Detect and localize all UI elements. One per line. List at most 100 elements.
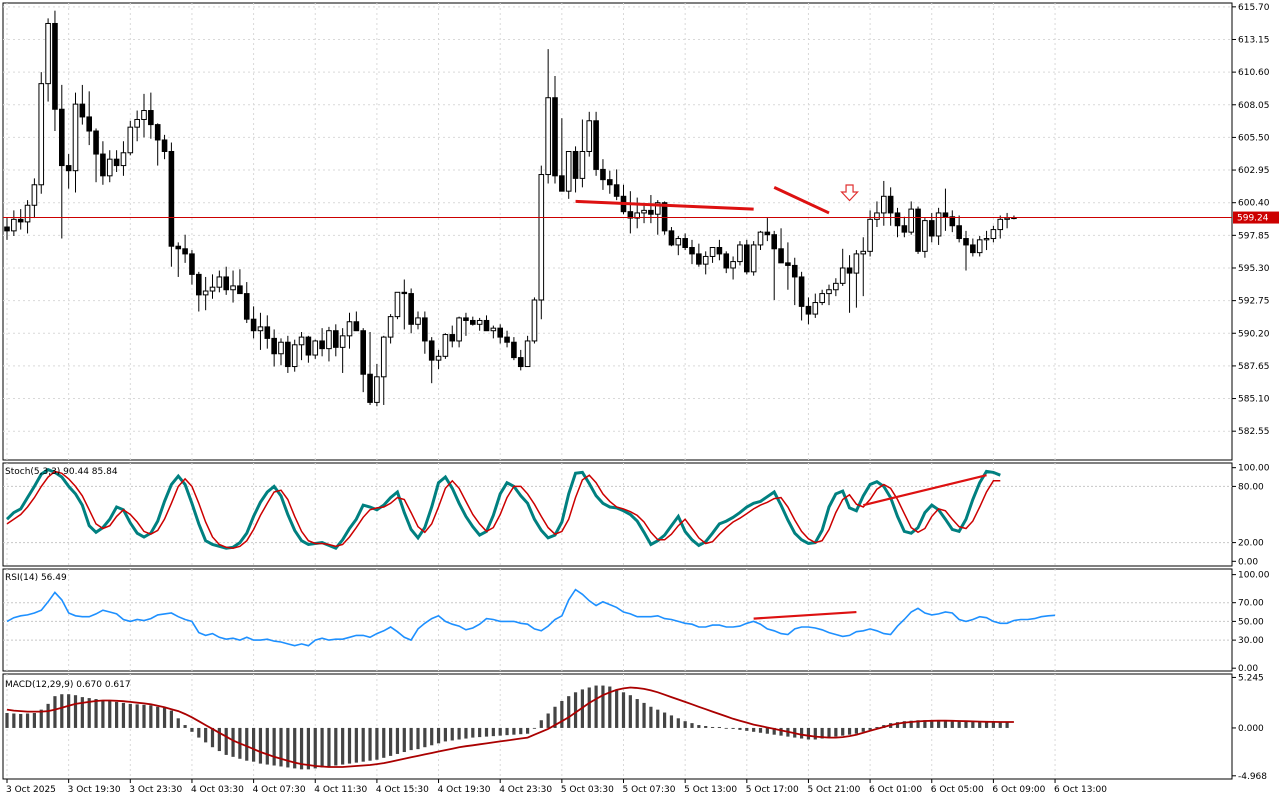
macd-histogram-bar [820, 727, 824, 739]
macd-histogram-bar [690, 723, 694, 728]
candle [572, 150, 579, 179]
macd-histogram-bar [368, 727, 372, 761]
macd-histogram-bar [642, 702, 646, 728]
candle [791, 264, 798, 278]
candle [17, 218, 24, 223]
candle [613, 184, 620, 197]
stochastic-tick-label: 20.00 [1238, 539, 1264, 549]
candle [524, 340, 531, 368]
candle [59, 108, 65, 167]
time-tick-label: 6 Oct 05:00 [931, 785, 984, 795]
rsi-tick-label: 0.00 [1238, 664, 1258, 674]
stochastic-trendline[interactable] [862, 474, 987, 507]
candle [538, 174, 545, 301]
candle [805, 305, 812, 315]
macd-histogram-bar [937, 720, 941, 728]
time-tick-label: 6 Oct 09:00 [992, 785, 1045, 795]
price-tick-label: 592.75 [1238, 297, 1270, 307]
macd-histogram-bar [464, 727, 468, 739]
candle [415, 317, 421, 325]
candle [702, 255, 709, 265]
macd-histogram-bar [998, 721, 1002, 728]
candle [627, 211, 634, 219]
macd-histogram-bar [484, 727, 489, 737]
macd-histogram-bar [841, 727, 845, 736]
macd-histogram-bar [395, 727, 400, 754]
macd-histogram-bar [806, 727, 811, 740]
rsi-line [6, 588, 1056, 647]
rsi-panel [2, 568, 1233, 672]
macd-histogram-bar [135, 704, 139, 728]
stochastic-label: Stoch(5,3,3) 90.44 85.84 [5, 467, 118, 477]
candle [970, 244, 976, 254]
candle [634, 212, 641, 219]
candle [161, 139, 168, 152]
time-tick-label: 3 Oct 2025 [6, 785, 56, 795]
candle [654, 202, 661, 215]
macd-histogram-bar [573, 692, 578, 728]
macd-histogram-bar [567, 696, 571, 728]
candle [860, 250, 867, 255]
stochastic-tick-label: 80.00 [1238, 482, 1264, 492]
time-tick-label: 4 Oct 03:30 [191, 785, 244, 795]
macd-histogram-bar [704, 726, 708, 728]
candle [846, 267, 853, 274]
macd-histogram-bar [868, 727, 872, 730]
macd-histogram-bar [252, 727, 256, 762]
macd-histogram-bar [128, 703, 132, 728]
candle [956, 225, 962, 240]
macd-histogram-bar [991, 721, 995, 728]
candle [737, 244, 743, 263]
macd-histogram-bar [656, 709, 660, 728]
price-trendline[interactable] [575, 199, 754, 211]
candle [401, 291, 408, 295]
candle [175, 245, 182, 250]
macd-histogram-bar [382, 727, 386, 758]
macd-histogram-bar [46, 703, 50, 728]
macd-histogram-bar [73, 695, 78, 728]
macd-histogram-bar [950, 721, 954, 728]
candle [435, 355, 442, 361]
macd-histogram-bar [224, 727, 228, 755]
candle [600, 168, 606, 181]
macd-histogram-bar [902, 721, 906, 728]
candle [511, 341, 517, 359]
macd-histogram-bar [909, 720, 913, 728]
candle [93, 130, 99, 155]
macd-histogram-bar [971, 721, 975, 728]
time-tick-label: 5 Oct 03:30 [561, 785, 614, 795]
time-tick-label: 4 Oct 15:30 [376, 785, 429, 795]
candle [367, 373, 373, 403]
rsi-trendline[interactable] [753, 610, 857, 620]
candle [559, 175, 565, 192]
macd-histogram-bar [813, 727, 817, 740]
macd-histogram-bar [676, 718, 680, 728]
candle [819, 293, 825, 304]
macd-histogram-bar [293, 727, 297, 769]
macd-histogram-bar [190, 727, 194, 732]
macd-histogram-bar [621, 692, 626, 728]
price-tick-label: 582.55 [1238, 427, 1270, 437]
candle [326, 330, 332, 350]
candle [682, 238, 688, 249]
price-tick-label: 602.95 [1238, 166, 1270, 176]
down-arrow-icon[interactable] [840, 184, 859, 202]
time-tick-label: 4 Oct 07:30 [253, 785, 306, 795]
rsi-tick-label: 100.00 [1238, 571, 1270, 581]
rsi-tick-label: 50.00 [1238, 617, 1264, 627]
rsi-label: RSI(14) 56.49 [5, 573, 67, 583]
candle [333, 330, 339, 348]
candle [257, 326, 264, 332]
current-price-label: 599.24 [1237, 214, 1269, 224]
candle [490, 327, 497, 332]
candle [298, 336, 305, 346]
candle [442, 334, 449, 357]
candle [778, 248, 784, 264]
macd-histogram-bar [101, 700, 105, 728]
time-tick-label: 5 Oct 13:00 [684, 785, 737, 795]
macd-histogram-bar [176, 718, 180, 728]
price-trendline[interactable] [773, 185, 830, 215]
candle [189, 253, 195, 275]
